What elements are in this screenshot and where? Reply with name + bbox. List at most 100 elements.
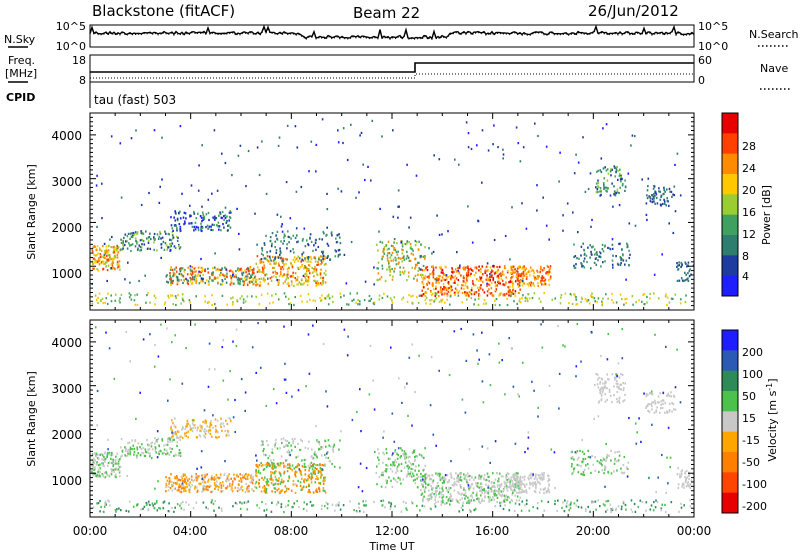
echo-cell: [403, 258, 406, 261]
echo-cell: [129, 446, 132, 449]
echo-cell: [412, 294, 414, 297]
echo-cell: [320, 507, 323, 510]
echo-cell: [295, 466, 297, 469]
echo-cell: [484, 495, 486, 498]
echo-cell: [544, 282, 547, 286]
echo-cell: [614, 175, 617, 178]
echo-cell: [190, 475, 193, 478]
echo-cell: [467, 496, 469, 499]
echo-cell: [332, 450, 335, 453]
echo-cell: [207, 267, 209, 270]
echo-cell: [432, 487, 434, 490]
echo-cell: [230, 488, 233, 491]
echo-cell: [547, 474, 549, 477]
echo-cell: [237, 282, 240, 285]
echo-cell: [498, 484, 501, 487]
echo-cell: [309, 236, 311, 239]
echo-cell: [389, 270, 392, 273]
echo-cell: [496, 265, 498, 269]
echo-cell: [576, 450, 579, 453]
echo-cell: [396, 467, 398, 471]
echo-cell: [132, 444, 134, 447]
echo-cell: [525, 272, 528, 276]
echo-cell: [519, 487, 522, 491]
echo-cell: [329, 258, 332, 261]
echo-cell: [299, 448, 301, 452]
echo-cell: [580, 262, 582, 265]
echo-cell: [110, 300, 113, 303]
echo-cell: [458, 271, 460, 274]
echo-cell: [136, 242, 138, 245]
echo-cell: [533, 274, 535, 278]
echo-cell: [515, 479, 518, 482]
echo-cell: [319, 464, 321, 467]
echo-cell: [204, 269, 207, 273]
echo-cell: [463, 287, 465, 291]
echo-cell: [114, 462, 117, 465]
echo-cell: [449, 472, 452, 475]
echo-cell: [408, 472, 410, 475]
echo-cell: [355, 301, 357, 304]
echo-cell: [388, 262, 390, 265]
echo-cell: [593, 248, 596, 251]
echo-cell: [311, 473, 313, 476]
echo-cell: [239, 268, 242, 271]
echo-cell: [385, 464, 387, 467]
echo-cell: [611, 247, 614, 250]
echo-cell: [502, 507, 505, 511]
echo-cell: [651, 405, 653, 408]
echo-cell: [601, 469, 604, 472]
echo-cell: [103, 455, 105, 459]
echo-cell: [137, 452, 139, 455]
echo-cell: [224, 274, 226, 277]
echo-cell: [611, 508, 614, 512]
echo-cell: [316, 273, 318, 276]
echo-cell: [347, 303, 350, 306]
echo-cell: [516, 483, 518, 486]
echo-cell: [542, 196, 544, 199]
echo-cell: [315, 463, 317, 467]
echo-cell: [221, 280, 224, 283]
echo-cell: [204, 420, 206, 423]
echo-cell: [516, 482, 519, 485]
echo-cell: [220, 272, 222, 275]
echo-cell: [655, 191, 657, 194]
echo-cell: [134, 439, 137, 442]
echo-cell: [93, 462, 96, 465]
echo-cell: [658, 187, 660, 190]
echo-cell: [325, 262, 327, 266]
echo-cell: [255, 480, 258, 483]
echo-cell: [663, 188, 665, 192]
echo-cell: [314, 451, 316, 454]
echo-cell: [525, 297, 528, 300]
echo-cell: [481, 474, 483, 478]
echo-cell: [263, 242, 266, 245]
echo-cell: [183, 300, 185, 303]
echo-cell: [202, 420, 204, 423]
echo-cell: [231, 487, 233, 490]
echo-cell: [261, 266, 264, 269]
echo-cell: [105, 503, 107, 506]
echo-cell: [324, 439, 326, 442]
echo-cell: [92, 262, 94, 266]
echo-cell: [310, 256, 312, 259]
echo-cell: [517, 481, 520, 484]
echo-cell: [607, 246, 609, 249]
echo-cell: [126, 454, 129, 457]
echo-cell: [212, 229, 214, 232]
echo-cell: [326, 295, 328, 298]
echo-cell: [480, 482, 483, 485]
echo-cell: [487, 489, 490, 493]
echo-cell: [435, 490, 437, 493]
echo-cell: [246, 282, 249, 285]
echo-cell: [436, 485, 438, 488]
echo-cell: [179, 504, 181, 507]
echo-cell: [464, 475, 466, 478]
echo-cell: [180, 502, 182, 505]
echo-cell: [603, 458, 605, 461]
echo-cell: [431, 252, 433, 255]
echo-cell: [275, 470, 277, 473]
echo-cell: [502, 283, 504, 286]
echo-cell: [422, 278, 424, 281]
echo-cell: [494, 271, 497, 274]
